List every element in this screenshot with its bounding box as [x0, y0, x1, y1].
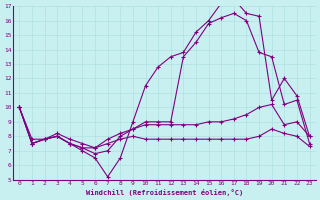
X-axis label: Windchill (Refroidissement éolien,°C): Windchill (Refroidissement éolien,°C)	[86, 189, 243, 196]
